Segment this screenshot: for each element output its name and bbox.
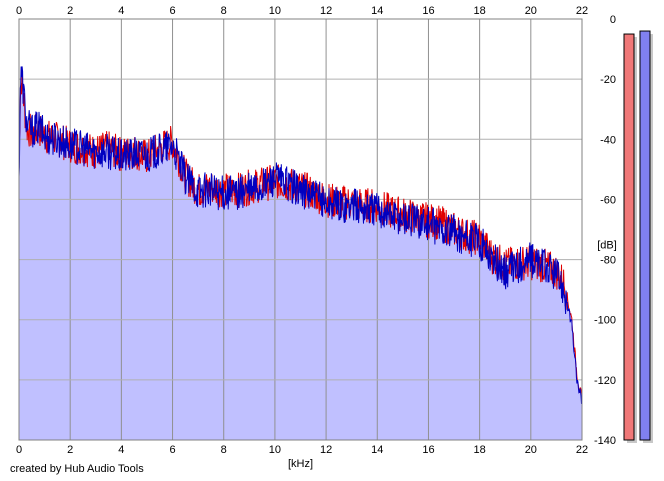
y-tick-label: -80 [600, 255, 616, 267]
y-tick-label: 0 [610, 14, 616, 26]
x-tick-label-top: 0 [16, 5, 22, 17]
x-tick-label-top: 22 [576, 5, 588, 17]
level-meters [623, 30, 653, 444]
y-tick-label: -60 [600, 194, 616, 206]
x-tick-label-bottom: 22 [576, 444, 588, 456]
x-tick-label-top: 14 [371, 5, 383, 17]
series-lines [18, 66, 583, 405]
x-tick-label-top: 20 [525, 5, 537, 17]
x-axis-label: [kHz] [288, 458, 313, 470]
x-tick-label-top: 6 [169, 5, 175, 17]
level-meter-1 [623, 33, 635, 441]
x-tick-label-top: 12 [320, 5, 332, 17]
x-tick-label-bottom: 8 [221, 444, 227, 456]
x-tick-label-top: 2 [67, 5, 73, 17]
x-tick-label-top: 8 [221, 5, 227, 17]
x-tick-label-bottom: 12 [320, 444, 332, 456]
y-tick-label: -140 [594, 435, 616, 447]
y-axis-label: [dB] [597, 240, 617, 252]
y-tick-label: -40 [600, 134, 616, 146]
series-line-2 [18, 66, 583, 405]
y-tick-label: -100 [594, 315, 616, 327]
x-tick-label-top: 4 [118, 5, 124, 17]
x-tick-label-top: 10 [269, 5, 281, 17]
x-tick-label-top: 18 [474, 5, 486, 17]
tick-labels: 002244668810101212141416161818202022220-… [16, 5, 616, 456]
x-tick-label-top: 16 [422, 5, 434, 17]
x-tick-label-bottom: 16 [422, 444, 434, 456]
plot-border [18, 18, 583, 441]
x-tick-label-bottom: 0 [16, 444, 22, 456]
x-tick-label-bottom: 10 [269, 444, 281, 456]
x-tick-label-bottom: 14 [371, 444, 383, 456]
x-tick-label-bottom: 20 [525, 444, 537, 456]
y-tick-label: -20 [600, 74, 616, 86]
x-tick-label-bottom: 4 [118, 444, 124, 456]
x-tick-label-bottom: 6 [169, 444, 175, 456]
credit-text: created by Hub Audio Tools [10, 463, 144, 475]
x-tick-label-bottom: 2 [67, 444, 73, 456]
y-tick-label: -120 [594, 375, 616, 387]
level-meter-2 [639, 30, 651, 441]
x-tick-label-bottom: 18 [474, 444, 486, 456]
